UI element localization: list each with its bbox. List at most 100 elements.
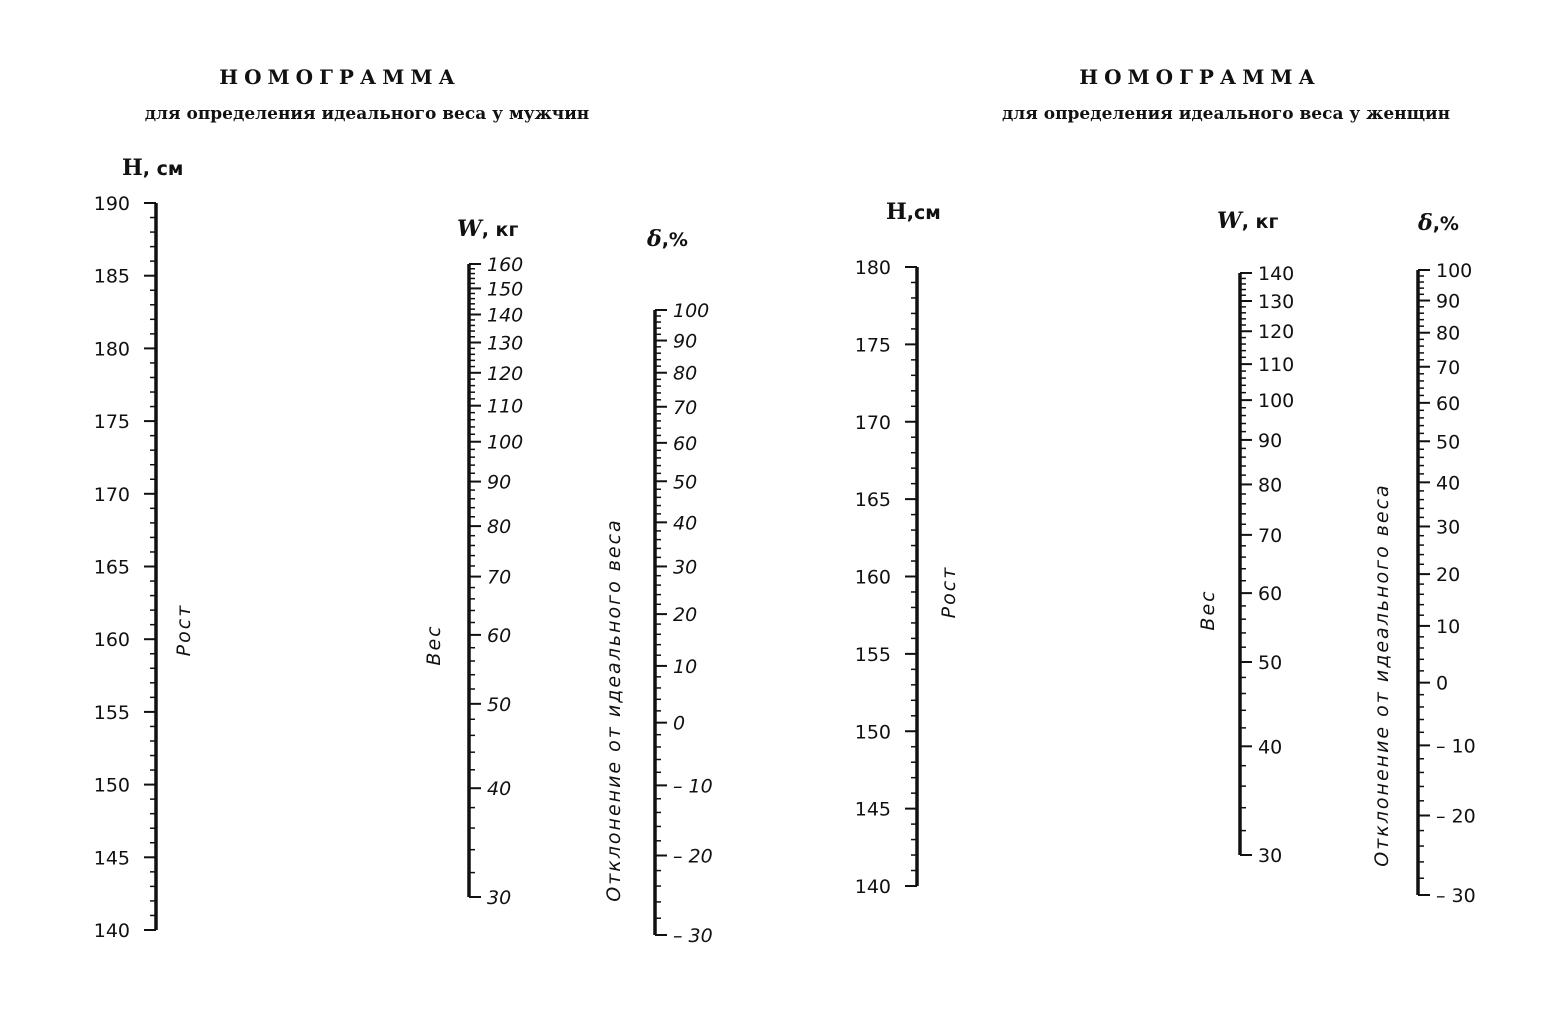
deviation-tick-label: 30 xyxy=(673,556,697,578)
weight-tick-label: 160 xyxy=(487,254,523,276)
weight-tick-label: 100 xyxy=(487,432,523,454)
height-axis-title: Н,см xyxy=(886,199,941,225)
weight-side-label: Вес xyxy=(1197,589,1219,630)
weight-tick-label: 110 xyxy=(487,396,523,418)
weight-tick-label: 90 xyxy=(1258,430,1282,452)
height-tick-label: 150 xyxy=(855,721,891,743)
weight-tick-label: 70 xyxy=(487,567,511,589)
deviation-tick-label: 40 xyxy=(1436,472,1460,494)
deviation-tick-label: 80 xyxy=(673,363,697,385)
deviation-tick-label: – 30 xyxy=(673,925,713,947)
height-axis-title: Н, см xyxy=(122,155,183,181)
deviation-tick-label: 20 xyxy=(1436,564,1460,586)
weight-tick-label: 130 xyxy=(1258,291,1294,313)
weight-axis-title: W, кг xyxy=(457,216,518,242)
weight-axis-unit: , кг xyxy=(1242,211,1279,233)
deviation-axis-unit: ,% xyxy=(1433,213,1459,235)
deviation-axis-symbol: δ xyxy=(646,226,662,252)
weight-axis-symbol: W xyxy=(457,216,484,242)
men-nomogram-title: НОМОГРАММА xyxy=(219,65,461,89)
height-tick-label: 155 xyxy=(855,644,891,666)
height-tick-label: 140 xyxy=(855,876,891,898)
deviation-axis-symbol: δ xyxy=(1417,210,1433,236)
deviation-axis: – 30 – 20 – 10 0 10 20 30 40 50 60 70 80 90 100 δ,% Отк… xyxy=(1371,210,1476,907)
height-tick-label: 140 xyxy=(94,920,130,942)
deviation-tick-label: – 20 xyxy=(673,846,713,868)
weight-tick-label: 110 xyxy=(1258,354,1294,376)
deviation-tick-label: – 10 xyxy=(673,775,713,797)
deviation-tick-label: 30 xyxy=(1436,516,1460,538)
weight-tick-label: 80 xyxy=(1258,474,1282,496)
height-tick-label: 170 xyxy=(94,484,130,506)
deviation-axis-title: δ,% xyxy=(646,226,688,252)
weight-tick-label: 90 xyxy=(487,472,511,494)
weight-tick-label: 130 xyxy=(487,333,523,355)
deviation-tick-label: 10 xyxy=(673,656,697,678)
weight-tick-label: 100 xyxy=(1258,390,1294,412)
deviation-side-label: Отклонение от идеального веса xyxy=(1371,483,1393,866)
deviation-axis: – 30 – 20 – 10 0 10 20 30 40 50 60 70 80 90 100 δ,% Отк… xyxy=(603,226,713,947)
height-tick-label: 155 xyxy=(94,702,130,724)
deviation-side-label: Отклонение от идеального веса xyxy=(603,518,625,901)
weight-tick-label: 150 xyxy=(487,278,523,300)
height-tick-label: 175 xyxy=(94,411,130,433)
weight-tick-label: 30 xyxy=(1258,845,1282,867)
weight-tick-label: 140 xyxy=(487,304,523,326)
weight-tick-label: 120 xyxy=(487,363,523,385)
men-nomogram: 140 145 150 155 160 165 170 175 180 185 190 Н, см Ро… xyxy=(94,155,713,947)
deviation-axis-title: δ,% xyxy=(1417,210,1459,236)
height-side-label: Рост xyxy=(173,604,195,657)
height-tick-label: 165 xyxy=(94,557,130,579)
deviation-tick-label: – 20 xyxy=(1436,806,1476,828)
height-axis-symbol: Н xyxy=(886,199,907,225)
deviation-tick-label: 90 xyxy=(673,331,697,353)
weight-tick-label: 120 xyxy=(1258,321,1294,343)
deviation-axis-unit: ,% xyxy=(662,229,688,251)
weight-tick-label: 60 xyxy=(1258,583,1282,605)
height-tick-label: 150 xyxy=(94,775,130,797)
height-tick-label: 160 xyxy=(94,629,130,651)
weight-tick-label: 60 xyxy=(487,625,511,647)
height-axis-unit: ,см xyxy=(907,202,941,224)
deviation-tick-label: 0 xyxy=(1436,673,1448,695)
deviation-tick-label: 10 xyxy=(1436,616,1460,638)
height-tick-label: 180 xyxy=(855,257,891,279)
deviation-tick-label: 60 xyxy=(1436,393,1460,415)
height-axis: 140 145 150 155 160 165 170 175 180 185 190 Н, см Ро… xyxy=(94,155,195,942)
weight-axis-unit: , кг xyxy=(482,219,519,241)
deviation-tick-label: – 30 xyxy=(1436,885,1476,907)
height-tick-label: 180 xyxy=(94,338,130,360)
height-axis-symbol: Н xyxy=(122,155,143,181)
women-nomogram-title: НОМОГРАММА xyxy=(1079,65,1321,89)
height-tick-label: 145 xyxy=(855,799,891,821)
weight-tick-label: 30 xyxy=(487,887,511,909)
height-side-label: Рост xyxy=(938,566,960,619)
weight-axis: 30 40 50 60 70 80 90 100 110 120 130 140 W, кг Вес xyxy=(1197,208,1294,867)
women-nomogram: 140 145 150 155 160 165 170 175 180 Н,см Рост 30 40 5… xyxy=(855,199,1476,907)
deviation-tick-label: 50 xyxy=(673,471,697,493)
deviation-tick-label: 40 xyxy=(673,512,697,534)
height-tick-label: 160 xyxy=(855,567,891,589)
height-tick-label: 170 xyxy=(855,412,891,434)
weight-axis-title: W, кг xyxy=(1217,208,1278,234)
weight-tick-label: 40 xyxy=(487,778,511,800)
deviation-tick-label: 90 xyxy=(1436,291,1460,313)
deviation-tick-label: 50 xyxy=(1436,431,1460,453)
deviation-tick-label: 0 xyxy=(673,713,685,735)
men-nomogram-subtitle: для определения идеального веса у мужчин xyxy=(145,104,590,124)
weight-tick-label: 70 xyxy=(1258,525,1282,547)
height-tick-label: 165 xyxy=(855,489,891,511)
women-nomogram-subtitle: для определения идеального веса у женщин xyxy=(1002,104,1450,124)
deviation-tick-label: 100 xyxy=(673,300,709,322)
height-tick-label: 185 xyxy=(94,266,130,288)
height-axis: 140 145 150 155 160 165 170 175 180 Н,см Рост xyxy=(855,199,960,898)
weight-tick-label: 40 xyxy=(1258,736,1282,758)
weight-tick-label: 50 xyxy=(487,694,511,716)
weight-side-label: Вес xyxy=(423,624,445,665)
weight-tick-label: 50 xyxy=(1258,652,1282,674)
weight-tick-label: 140 xyxy=(1258,263,1294,285)
deviation-tick-label: 100 xyxy=(1436,260,1472,282)
height-tick-label: 190 xyxy=(94,193,130,215)
